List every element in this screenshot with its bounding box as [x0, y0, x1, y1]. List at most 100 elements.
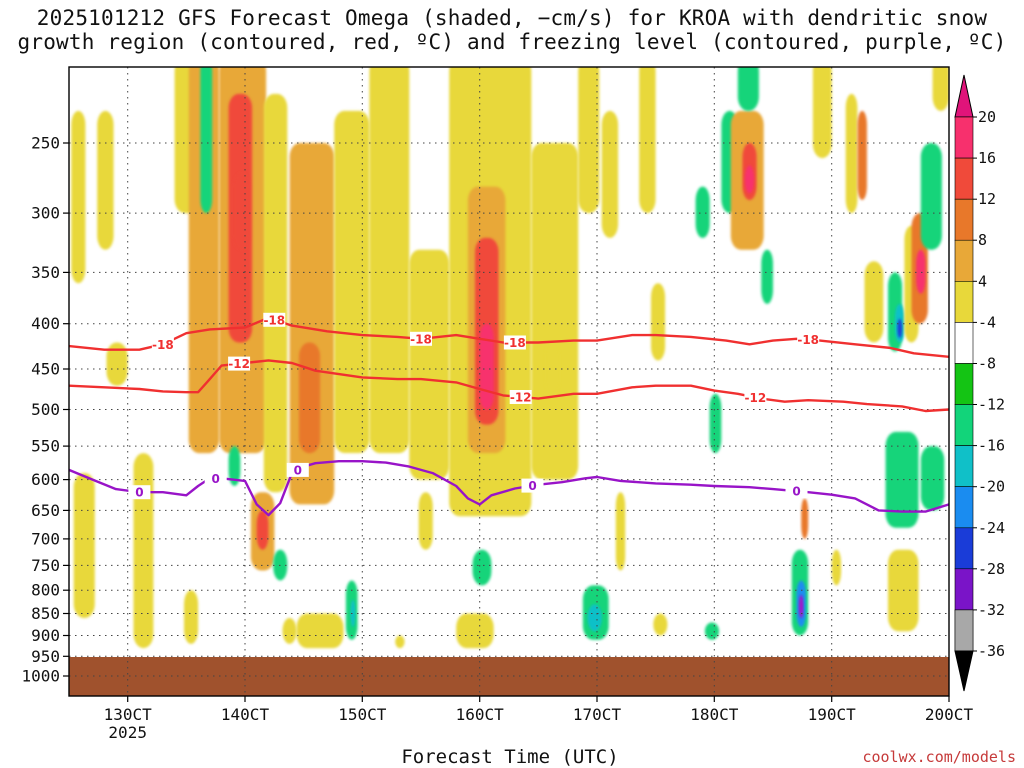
y-tick-label-600: 600 [31, 470, 60, 489]
omega-region-6 [200, 67, 213, 214]
colorbar-label-13: -36 [978, 642, 1005, 660]
omega-region-69 [395, 635, 405, 649]
colorbar-swatch-11 [954, 568, 974, 611]
colorbar-label-4: 4 [978, 272, 987, 290]
omega-region-2 [97, 110, 114, 250]
y-tick-label-800: 800 [31, 581, 60, 600]
omega-region-22 [531, 143, 579, 480]
omega-region-68 [228, 446, 241, 486]
contour-label-0-4: -18 [797, 333, 819, 347]
omega-region-50 [932, 67, 949, 111]
omega-region-40 [845, 93, 858, 214]
contour-label-bg-1-2 [744, 390, 767, 405]
contour-label-bg-2-4 [785, 484, 808, 499]
contour-label-bg-0-4 [797, 332, 820, 347]
omega-region-56 [350, 599, 356, 627]
chart-title-line-1: 2025101212 GFS Forecast Omega (shaded, −… [36, 6, 988, 30]
omega-region-26 [651, 283, 666, 361]
omega-region-58 [472, 549, 492, 586]
omega-region-39 [812, 67, 832, 159]
x-tick-label-4: 170CT [573, 705, 622, 724]
omega-region-61 [184, 590, 199, 644]
contour-label-1-1: -12 [510, 391, 532, 405]
omega-region-11 [256, 510, 269, 550]
omega-region-66 [615, 492, 626, 571]
omega-region-64 [545, 342, 560, 394]
colorbar-label-6: -8 [978, 355, 996, 373]
credit-link[interactable]: coolwx.com/models [862, 748, 1016, 766]
colorbar-swatch-9 [954, 486, 974, 529]
colorbar-label-7: -12 [978, 396, 1005, 414]
omega-region-1 [73, 473, 95, 618]
colorbar-label-9: -20 [978, 478, 1005, 496]
contour-label-bg-1-1 [509, 390, 532, 404]
contour-label-0-2: -18 [410, 332, 432, 346]
omega-region-37 [798, 595, 804, 618]
contour-label-bg-2-2 [286, 462, 309, 477]
x-tick-label-5: 180CT [690, 705, 739, 724]
colorbar-swatch-2 [954, 198, 974, 241]
x-tick-label-1: 140CT [221, 705, 270, 724]
colorbar-label-0: 20 [978, 108, 996, 126]
x-tick-label-0: 130CT [104, 705, 153, 724]
omega-region-41 [857, 110, 867, 200]
contour-label-2-2: 0 [294, 463, 302, 477]
colorbar-label-12: -32 [978, 601, 1005, 619]
contour-label-bg-0-0 [151, 337, 174, 352]
contour-label-bg-0-3 [503, 335, 526, 350]
colorbar-swatch-1 [954, 157, 974, 200]
contour-label-bg-2-1 [204, 471, 227, 486]
omega-region-12 [263, 93, 288, 493]
contour-label-2-1: 0 [212, 472, 220, 486]
omega-shading [71, 67, 949, 649]
omega-region-24 [601, 110, 619, 238]
contour-label-bg-0-1 [263, 312, 286, 327]
y-axis: 250 300 350 400 450 500 550 600 650 700 750 800 850 9… [21, 134, 69, 686]
contour-label-bg-1-0 [228, 356, 251, 371]
contour-label-0-1: -18 [263, 313, 285, 327]
omega-region-17 [409, 249, 450, 480]
omega-region-15 [334, 110, 370, 454]
chart-title: 2025101212 GFS Forecast Omega (shaded, −… [0, 6, 1024, 54]
x-sublabel-year: 2025 [108, 723, 147, 742]
y-tick-label-750: 750 [31, 556, 60, 575]
x-axis-title: Forecast Time (UTC) [401, 746, 619, 768]
omega-region-32 [744, 165, 755, 194]
y-tick-label-900: 900 [31, 626, 60, 645]
omega-region-49 [920, 143, 942, 250]
contour-label-bg-2-3 [521, 478, 544, 493]
omega-region-71 [831, 549, 842, 586]
x-tick-label-3: 160CT [456, 705, 505, 724]
contour-label-2-3: 0 [528, 479, 536, 493]
contour-label-0-0: -18 [152, 338, 174, 352]
y-tick-label-850: 850 [31, 604, 60, 623]
y-tick-label-700: 700 [31, 529, 60, 548]
omega-region-67 [704, 622, 719, 640]
colorbar-swatch-7 [954, 404, 974, 446]
x-tick-label-2: 150CT [338, 705, 387, 724]
y-tick-label-450: 450 [31, 360, 60, 379]
y-tick-label-550: 550 [31, 437, 60, 456]
colorbar: 20 16 12 8 4 -4 -8 -12 -16 -20 -24 -28 -32 -36 [954, 74, 1005, 692]
colorbar-swatch-5 [954, 322, 974, 364]
contour-line-1 [69, 359, 949, 413]
omega-region-16 [369, 67, 410, 454]
omega-region-3 [133, 453, 154, 649]
x-tick-label-7: 200CT [925, 705, 974, 724]
contour-label-2-4: 0 [792, 485, 800, 499]
omega-region-27 [695, 186, 710, 238]
colorbar-swatch-10 [954, 527, 974, 570]
x-tick-label-6: 190CT [808, 705, 857, 724]
omega-region-72 [106, 342, 128, 386]
omega-region-23 [578, 67, 600, 214]
contour-label-0-3: -18 [504, 336, 526, 350]
omega-region-52 [920, 446, 945, 511]
omega-region-65 [418, 492, 433, 550]
omega-region-34 [761, 249, 773, 304]
y-tick-label-350: 350 [31, 263, 60, 282]
omega-region-48 [916, 249, 926, 294]
contour-label-2-0: 0 [135, 486, 143, 500]
omega-region-21 [479, 323, 494, 410]
omega-region-57 [456, 613, 494, 649]
